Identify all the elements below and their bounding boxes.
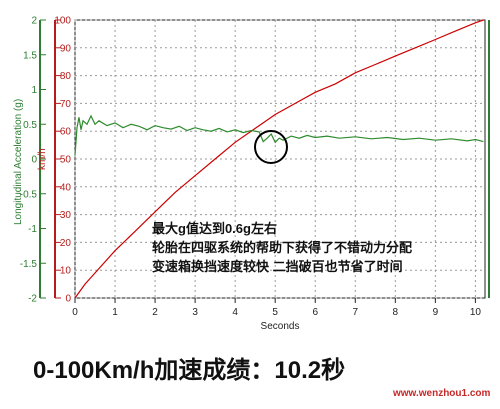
speed-axis-tick-label: 70 — [60, 99, 72, 110]
x-axis-tick-label: 7 — [352, 307, 358, 318]
left-axis-tick-label: -2 — [28, 294, 37, 305]
left-axis: 2 1.5 1 0.5 0 -0.5 -1 -1.5 -2 — [20, 16, 46, 305]
annotation-line-3: 变速箱换挡速度较快 二挡破百也节省了时间 — [152, 259, 403, 274]
left-axis-tick-label: 0 — [31, 155, 37, 166]
speed-axis-tick-label: 30 — [60, 210, 72, 221]
x-axis-tick-label: 5 — [272, 307, 278, 318]
speed-axis-tick-label: 60 — [60, 127, 72, 138]
result-caption: 0-100Km/h加速成绩：10.2秒 — [33, 357, 346, 384]
annotation-line-2: 轮胎在四驱系统的帮助下获得了不错动力分配 — [152, 240, 412, 255]
y-right-axis-label: km/h — [37, 148, 48, 170]
y-left-axis-label: Longitudinal Acceleration (g) — [13, 99, 24, 225]
speed-axis-tick-label: 90 — [60, 43, 72, 54]
left-axis-tick-label: -0.5 — [20, 189, 38, 200]
annotation-line-1: 最大g值达到0.6g左右 — [152, 221, 277, 236]
x-axis-label: Seconds — [261, 321, 300, 332]
speed-axis-tick-label: 10 — [60, 266, 72, 277]
left-axis-tick-label: 0.5 — [23, 120, 37, 131]
acceleration-chart: 21.510.50-0.5-1-1.5-2 100908070605040302… — [13, 16, 490, 332]
highlight-circle — [254, 130, 288, 164]
x-axis-tick-label: 4 — [232, 307, 238, 318]
speed-axis-tick-label: 50 — [60, 155, 72, 166]
series-layer — [74, 19, 484, 299]
speed-axis-tick-label: 100 — [54, 16, 71, 27]
x-axis-tick-label: 0 — [72, 307, 78, 318]
speed-axis-tick-label: 20 — [60, 238, 72, 249]
left-axis-tick-label: 1 — [31, 85, 37, 96]
left-axis-tick-label: 2 — [31, 16, 37, 27]
x-axis-tick-label: 8 — [393, 307, 399, 318]
speed-axis-tick-label: 40 — [60, 182, 72, 193]
left-axis-tick-label: -1.5 — [20, 259, 38, 270]
x-axis-tick-label: 10 — [470, 307, 482, 318]
x-axis-tick-label: 3 — [192, 307, 198, 318]
left-axis-tick-label: -1 — [28, 224, 37, 235]
acceleration-series-line — [74, 114, 484, 156]
x-axis: 0 1 2 3 4 5 6 7 8 9 10 — [72, 298, 481, 318]
speed-axis-tick-label: 0 — [65, 294, 71, 305]
speed-series-line — [74, 19, 484, 299]
watermark: www.wenzhou1.com — [393, 388, 491, 399]
x-axis-tick-label: 6 — [312, 307, 318, 318]
x-axis-tick-label: 1 — [112, 307, 118, 318]
x-axis-tick-label: 2 — [152, 307, 158, 318]
speed-axis-tick-label: 80 — [60, 71, 72, 82]
left-axis-tick-label: 1.5 — [23, 50, 37, 61]
x-axis-tick-label: 9 — [433, 307, 439, 318]
